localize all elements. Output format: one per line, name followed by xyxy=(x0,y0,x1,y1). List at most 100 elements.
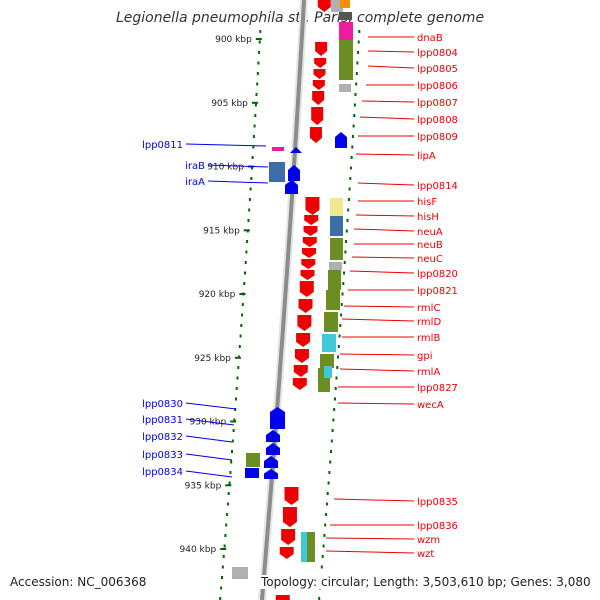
gene-arrow[interactable] xyxy=(297,315,312,331)
gene-arrow[interactable] xyxy=(266,430,280,442)
gene-label-lpp0805[interactable]: lpp0805 xyxy=(417,64,458,75)
gene-arrow[interactable] xyxy=(317,0,331,12)
gene-label-lpp0808[interactable]: lpp0808 xyxy=(417,115,458,126)
cog-block xyxy=(301,532,309,562)
gene-arrow[interactable] xyxy=(299,281,314,297)
gene-arrow[interactable] xyxy=(275,595,290,600)
gene-arrow[interactable] xyxy=(292,378,307,390)
gene-arrow[interactable] xyxy=(305,197,320,215)
gene-label-lpp0836[interactable]: lpp0836 xyxy=(417,521,458,532)
gene-arrow[interactable] xyxy=(302,237,317,247)
gene-label-iraB[interactable]: iraB xyxy=(185,161,205,172)
major-tick xyxy=(225,484,232,487)
gene-label-hisF[interactable]: hisF xyxy=(417,197,437,208)
gene-arrow[interactable] xyxy=(315,42,328,56)
gene-arrow[interactable] xyxy=(300,270,315,280)
gene-label-lpp0832[interactable]: lpp0832 xyxy=(142,432,183,443)
left-scale-dot xyxy=(255,93,258,96)
gene-arrow[interactable] xyxy=(314,58,327,68)
gene-label-lpp0833[interactable]: lpp0833 xyxy=(142,450,183,461)
gene-arrow[interactable] xyxy=(281,529,296,545)
gene-arrow[interactable] xyxy=(294,349,309,363)
gene-label-wecA[interactable]: wecA xyxy=(417,400,444,411)
left-scale-dot xyxy=(244,261,247,264)
right-scale-dot xyxy=(339,324,342,327)
left-scale-dot xyxy=(240,324,243,327)
right-scale-dot xyxy=(331,429,334,432)
gene-label-neuA[interactable]: neuA xyxy=(417,227,443,238)
gene-arrow[interactable] xyxy=(311,107,324,125)
gene-label-lpp0830[interactable]: lpp0830 xyxy=(142,399,183,410)
left-scale-dot xyxy=(225,523,228,527)
gene-arrow[interactable] xyxy=(335,132,347,148)
gene-arrow[interactable] xyxy=(304,215,319,225)
major-tick xyxy=(239,293,246,295)
left-scale-dot xyxy=(249,187,252,191)
gene-label-wzm[interactable]: wzm xyxy=(417,535,440,546)
left-scale-dot xyxy=(221,576,223,579)
gene-label-lpp0821[interactable]: lpp0821 xyxy=(417,286,458,297)
right-scale-dot xyxy=(358,30,361,33)
gene-arrow[interactable] xyxy=(293,365,308,377)
gene-label-neuC[interactable]: neuC xyxy=(417,254,443,265)
right-scale-dot xyxy=(354,93,357,96)
gene-label-wzt[interactable]: wzt xyxy=(417,549,434,560)
left-scale-dot xyxy=(244,271,246,275)
gene-label-neuB[interactable]: neuB xyxy=(417,240,443,251)
gene-label-lpp0809[interactable]: lpp0809 xyxy=(417,132,458,143)
left-scale-dot xyxy=(251,156,254,159)
gene-label-rmlB[interactable]: rmlB xyxy=(417,333,440,344)
gene-arrow[interactable] xyxy=(264,469,278,479)
gene-label-lpp0831[interactable]: lpp0831 xyxy=(142,415,183,426)
cog-block xyxy=(318,380,330,392)
gene-label-lipA[interactable]: lipA xyxy=(417,151,436,162)
gene-arrow[interactable] xyxy=(301,259,316,269)
gene-label-lpp0806[interactable]: lpp0806 xyxy=(417,81,458,92)
gene-arrow[interactable] xyxy=(282,507,297,527)
gene-label-lpp0835[interactable]: lpp0835 xyxy=(417,497,458,508)
kbp-label: 915 kbp xyxy=(203,226,240,236)
left-scale-dot xyxy=(252,145,255,149)
gene-label-gpi[interactable]: gpi xyxy=(417,351,432,362)
right-scale-dot xyxy=(334,387,337,390)
gene-label-leader xyxy=(361,100,415,103)
gene-label-lpp0834[interactable]: lpp0834 xyxy=(142,467,183,478)
left-scale-dot xyxy=(258,51,261,54)
gene-arrow[interactable] xyxy=(309,127,322,143)
gene-arrow[interactable] xyxy=(313,69,326,79)
gene-label-lpp0814[interactable]: lpp0814 xyxy=(417,181,458,192)
left-scale-dot xyxy=(248,198,251,201)
gene-arrow[interactable] xyxy=(303,226,318,236)
genome-summary-text: Topology: circular; Length: 3,503,610 bp… xyxy=(259,575,591,589)
gene-label-hisH[interactable]: hisH xyxy=(417,212,439,223)
gene-arrow[interactable] xyxy=(288,165,300,181)
gene-arrow[interactable] xyxy=(302,248,317,258)
gene-arrow[interactable] xyxy=(264,456,278,468)
gene-arrow[interactable] xyxy=(312,91,325,105)
gene-arrow[interactable] xyxy=(298,299,313,313)
gene-arrow[interactable] xyxy=(290,147,302,153)
kbp-label: 925 kbp xyxy=(194,354,231,364)
gene-arrow[interactable] xyxy=(266,443,280,455)
cog-block xyxy=(330,198,343,216)
gene-label-dnaB[interactable]: dnaB xyxy=(417,33,443,44)
left-scale-dot xyxy=(256,82,259,86)
gene-arrow[interactable] xyxy=(279,547,294,559)
gene-arrow[interactable] xyxy=(284,487,299,505)
gene-label-rmlC[interactable]: rmlC xyxy=(417,303,440,314)
gene-label-iraA[interactable]: iraA xyxy=(185,177,205,188)
gene-arrow[interactable] xyxy=(270,407,285,429)
gene-label-lpp0827[interactable]: lpp0827 xyxy=(417,383,458,394)
gene-label-leader xyxy=(325,550,415,554)
gene-label-rmlD[interactable]: rmlD xyxy=(417,317,441,328)
gene-label-lpp0804[interactable]: lpp0804 xyxy=(417,48,458,59)
gene-label-rmlA[interactable]: rmlA xyxy=(417,367,440,378)
gene-label-lpp0820[interactable]: lpp0820 xyxy=(417,269,458,280)
gene-arrow[interactable] xyxy=(296,333,311,347)
gene-label-lpp0807[interactable]: lpp0807 xyxy=(417,98,458,109)
gene-arrow[interactable] xyxy=(285,180,298,194)
gene-label-leader xyxy=(333,498,415,502)
gene-label-lpp0811[interactable]: lpp0811 xyxy=(142,140,183,151)
gene-arrow[interactable] xyxy=(312,80,325,90)
right-scale-dot xyxy=(330,439,333,443)
